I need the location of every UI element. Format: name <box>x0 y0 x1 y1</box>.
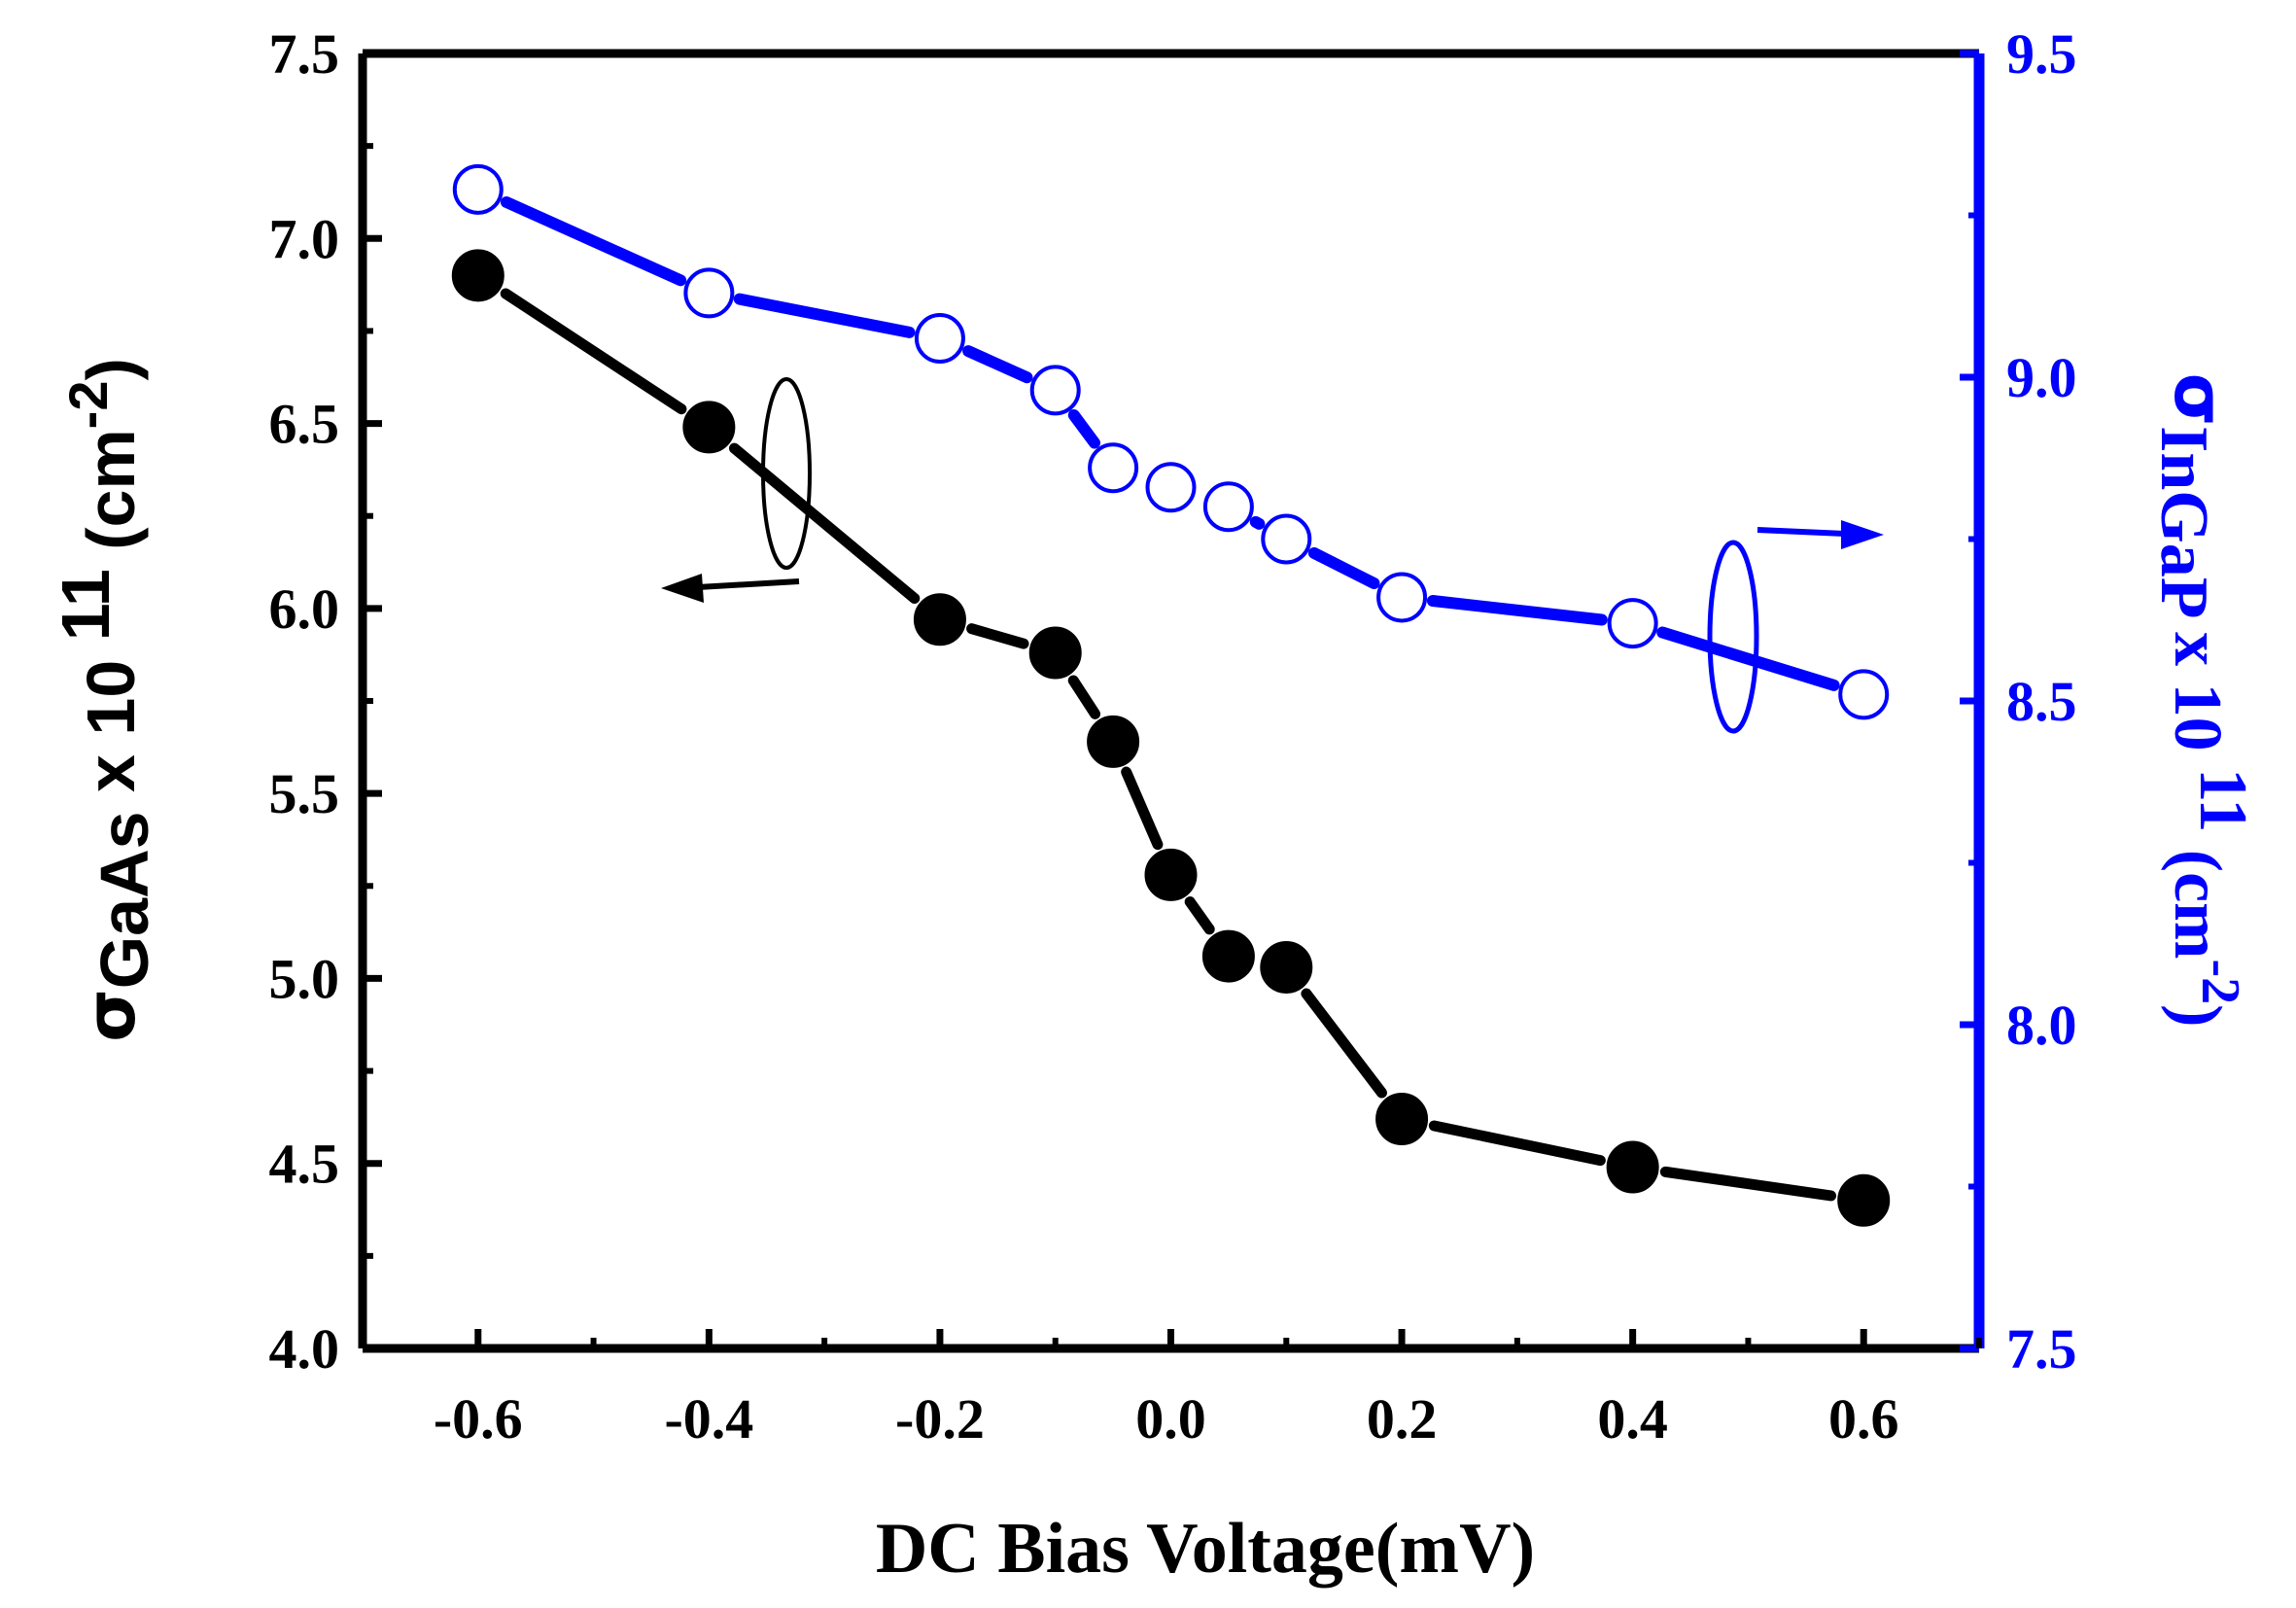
series-line-segment <box>733 293 916 338</box>
data-point <box>1088 442 1139 494</box>
right-y-label-unit-close: ) <box>2160 1004 2235 1027</box>
left-y-label-exponent: 11 <box>48 569 123 641</box>
right-tick-label: 9.5 <box>2006 22 2077 86</box>
ingap-indicator-ellipse <box>1707 540 1759 734</box>
left-y-label-unit-close: ) <box>73 358 149 380</box>
right-y-label-sigma: σ <box>2159 373 2239 427</box>
bottom-tick-label: -0.6 <box>434 1387 523 1451</box>
series-right <box>452 163 1890 720</box>
right-y-axis-label: σInGaP x 10 11 (cm-2) <box>2146 373 2260 1028</box>
left-y-label-subscript: GaAs <box>87 811 162 989</box>
data-point <box>1376 572 1428 623</box>
right-tick-label: 8.5 <box>2006 670 2077 733</box>
left-tick-label: 7.5 <box>269 22 340 86</box>
series-line-segment <box>1067 409 1101 449</box>
gaas-indicator-ellipse <box>761 377 812 570</box>
right-axis-ticks: 7.5 8.0 8.5 9.0 9.5 <box>1960 22 2077 1381</box>
left-tick-label: 5.0 <box>269 947 340 1010</box>
data-point <box>1375 1093 1429 1146</box>
left-tick-label: 5.5 <box>269 762 340 825</box>
ingap-axis-indicator <box>1707 520 1884 734</box>
left-y-label-unit: (cm <box>73 429 149 569</box>
data-point <box>1202 481 1254 533</box>
data-point <box>1144 848 1198 901</box>
gaas-indicator-arrow-shaft <box>697 578 800 590</box>
left-axis-ticks: 4.0 4.5 5.0 5.5 6.0 6.5 7.0 7.5 <box>269 22 382 1381</box>
data-point <box>1029 365 1081 416</box>
data-point <box>1201 929 1255 983</box>
series-line-segment <box>962 345 1033 384</box>
right-tick-label: 9.0 <box>2006 346 2077 409</box>
bottom-tick-label: -0.2 <box>895 1387 985 1451</box>
left-tick-label: 6.5 <box>269 393 340 456</box>
right-y-label-subscript: InGaP <box>2146 426 2221 617</box>
data-point <box>914 313 965 365</box>
data-point <box>451 249 504 302</box>
series-line-segment <box>500 288 687 415</box>
series-line-segment <box>1428 1120 1606 1167</box>
data-point <box>1028 626 1082 680</box>
data-point <box>1260 941 1313 995</box>
data-point <box>1837 1173 1891 1227</box>
left-tick-label: 6.0 <box>269 577 340 641</box>
data-point <box>682 401 736 454</box>
bottom-tick-label: 0.0 <box>1135 1387 1206 1451</box>
bottom-tick-label: 0.2 <box>1367 1387 1438 1451</box>
series-line-segment <box>500 195 687 287</box>
left-tick-label: 4.5 <box>269 1133 340 1196</box>
data-point <box>913 593 966 647</box>
left-tick-label: 7.0 <box>269 207 340 270</box>
bottom-axis-ticks: -0.6 -0.4 -0.2 0.0 0.2 0.4 0.6 <box>360 1329 1982 1451</box>
ingap-indicator-arrow-head <box>1841 520 1884 549</box>
series-line-segment <box>1656 626 1840 691</box>
data-point <box>1838 669 1890 720</box>
right-y-label-unit: (cm <box>2160 832 2235 959</box>
left-tick-label: 4.0 <box>269 1317 340 1381</box>
series-line-segment <box>1307 546 1380 590</box>
right-y-label-unit-exponent: -2 <box>2190 959 2250 1004</box>
series-line-segment <box>1426 595 1608 626</box>
series-line-segment <box>1301 988 1387 1099</box>
right-y-label-mid: x 10 <box>2160 615 2235 769</box>
left-y-label-mid: x 10 <box>73 641 149 811</box>
series-line-segment <box>966 623 1029 649</box>
right-y-label-exponent: 11 <box>2185 768 2260 832</box>
data-point <box>1607 598 1658 649</box>
x-axis-label: DC Bias Voltage(mV) <box>876 1509 1535 1589</box>
right-tick-label: 7.5 <box>2006 1317 2077 1381</box>
data-point <box>452 163 504 215</box>
data-point <box>683 267 735 319</box>
series-line-segment <box>1067 675 1101 719</box>
left-y-label-sigma: σ <box>71 989 151 1042</box>
data-point <box>1145 462 1197 513</box>
gaas-indicator-arrow-head <box>661 574 704 603</box>
series-line-segment <box>1249 515 1266 530</box>
right-tick-label: 8.0 <box>2006 994 2077 1057</box>
series-line-segment <box>1121 766 1164 851</box>
left-y-axis-label: σGaAs x 10 11 (cm-2) <box>48 358 162 1042</box>
series-line-segment <box>1184 896 1215 935</box>
data-point <box>1606 1140 1659 1194</box>
data-point <box>1087 715 1140 768</box>
bottom-tick-label: 0.6 <box>1828 1387 1899 1451</box>
bottom-tick-label: 0.4 <box>1597 1387 1668 1451</box>
series-left <box>451 249 1891 1227</box>
ingap-indicator-arrow-shaft <box>1757 527 1846 537</box>
data-point <box>1261 513 1312 565</box>
series-layer <box>451 163 1891 1227</box>
bottom-tick-label: -0.4 <box>664 1387 753 1451</box>
left-y-label-unit-exponent: -2 <box>57 381 119 430</box>
gaas-axis-indicator <box>661 377 812 603</box>
series-line-segment <box>1659 1166 1837 1202</box>
